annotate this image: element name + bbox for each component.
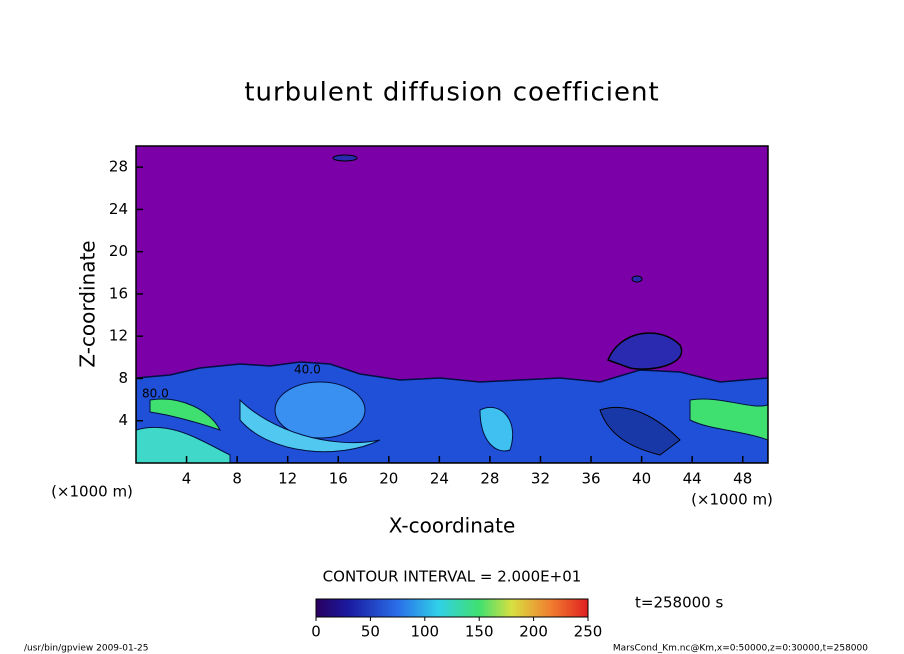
chart-title: turbulent diffusion coefficient (244, 78, 659, 108)
y-tick-label: 4 (118, 411, 128, 429)
contour-label: 40.0 (294, 363, 321, 377)
contour-interval: CONTOUR INTERVAL = 2.000E+01 (323, 568, 582, 586)
x-tick-label: 8 (232, 470, 242, 488)
x-tick-label: 20 (379, 470, 398, 488)
x-tick-label: 28 (480, 470, 499, 488)
footer-right: MarsCond_Km.nc@Km,x=0:50000,z=0:30000,t=… (613, 644, 868, 654)
colorbar-tick-label: 50 (361, 623, 380, 641)
colorbar-tick-label: 100 (410, 623, 439, 641)
x-axis-label: X-coordinate (389, 514, 516, 538)
y-tick-label: 16 (109, 284, 128, 302)
x-unit: (×1000 m) (691, 491, 773, 509)
y-tick-label: 20 (109, 242, 128, 260)
colorbar-tick-label: 0 (311, 623, 321, 641)
colorbar (315, 598, 589, 618)
y-axis-label: Z-coordinate (76, 240, 100, 367)
x-tick-label: 44 (683, 470, 702, 488)
time-label: t=258000 s (635, 594, 723, 612)
x-tick-label: 16 (329, 470, 348, 488)
field (136, 146, 768, 463)
plot-frame (135, 145, 769, 464)
x-tick-label: 4 (182, 470, 192, 488)
x-tick-label: 36 (581, 470, 600, 488)
colorbar-tick-label: 250 (574, 623, 603, 641)
x-tick-label: 24 (430, 470, 449, 488)
y-tick-label: 8 (118, 369, 128, 387)
footer-left: /usr/bin/gpview 2009-01-25 (24, 644, 148, 654)
colorbar-tick-label: 200 (519, 623, 548, 641)
y-tick-label: 24 (109, 200, 128, 218)
y-unit: (×1000 m) (51, 483, 133, 501)
x-tick-label: 40 (632, 470, 651, 488)
x-tick-label: 48 (733, 470, 752, 488)
y-tick-label: 28 (109, 158, 128, 176)
y-tick-label: 12 (109, 327, 128, 345)
x-tick-label: 12 (278, 470, 297, 488)
contour-label: 80.0 (142, 387, 169, 401)
colorbar-tick-label: 150 (465, 623, 494, 641)
x-tick-label: 32 (531, 470, 550, 488)
